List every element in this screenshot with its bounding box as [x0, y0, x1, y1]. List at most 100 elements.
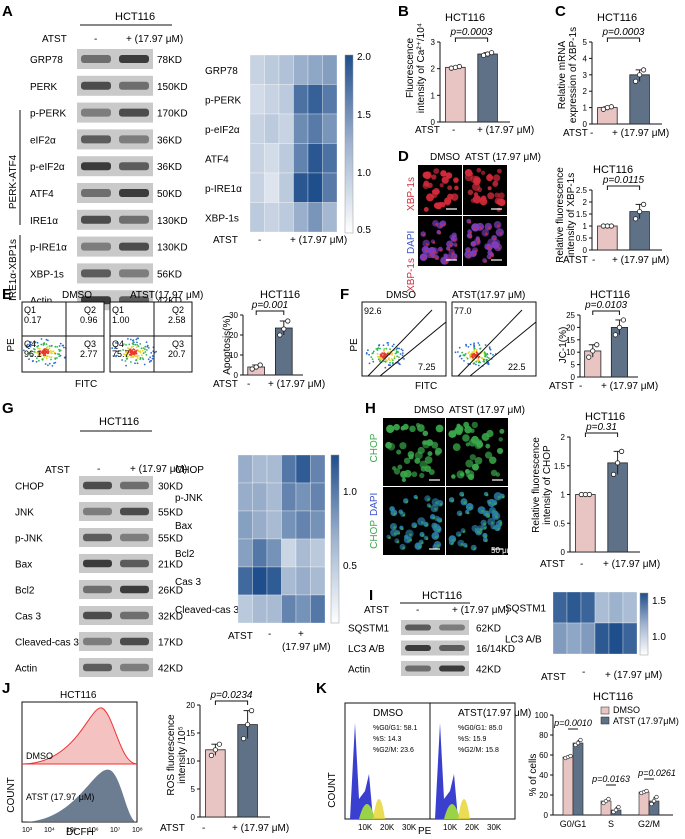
heatmap-cell — [310, 510, 326, 540]
data-point — [636, 209, 643, 215]
blot-band — [119, 108, 149, 117]
cell — [399, 543, 406, 551]
cell — [477, 187, 483, 193]
y-tick-label: 1.5 — [576, 210, 588, 219]
cell-nucleus — [388, 536, 391, 540]
event-dot — [51, 344, 53, 347]
c-title: HCT116 — [597, 12, 637, 24]
quadrant-value: 0.17 — [24, 315, 42, 325]
e-xlabel-flow: FITC — [75, 379, 97, 390]
data-point — [241, 735, 247, 742]
g-colorbar — [330, 454, 340, 624]
j-histogram: DMSO ATST (17.97 μM) 10³ 10⁴ 10⁵ 10⁶ 10⁷ 10⁸ — [21, 701, 143, 834]
cell-nucleus — [497, 495, 501, 499]
e-xaxis-label: ATST — [213, 379, 238, 390]
event-dot — [378, 344, 381, 346]
blot-strip — [79, 606, 153, 625]
y-tick-label: 0 — [544, 811, 549, 820]
event-dot — [130, 346, 133, 349]
event-dot — [134, 343, 137, 346]
event-dot — [393, 357, 396, 359]
event-dot — [45, 357, 48, 360]
cell — [474, 456, 483, 465]
data-point — [568, 753, 573, 759]
blot-band — [83, 559, 112, 568]
cell — [424, 495, 431, 502]
event-dot — [29, 345, 32, 348]
cell — [465, 247, 471, 253]
blot-row-label: Bcl2 — [15, 586, 35, 597]
event-dot — [135, 338, 138, 341]
panel-letter-k: K — [316, 680, 327, 697]
f-xlabel-flow: FITC — [415, 381, 437, 392]
event-dot — [134, 355, 137, 357]
cell — [494, 197, 502, 205]
panel-letter-h: H — [365, 400, 376, 417]
event-dot — [476, 353, 478, 356]
f-col1: DMSO — [386, 290, 416, 301]
cell — [481, 433, 490, 441]
event-dot — [141, 349, 144, 352]
atst-histogram — [22, 769, 137, 822]
data-point — [632, 78, 639, 84]
p-value: p=0.0261 — [637, 768, 676, 778]
event-dot — [142, 347, 145, 349]
heatmap-cell — [249, 84, 265, 115]
heatmap-cell — [266, 566, 282, 596]
heatmap-cell — [237, 510, 253, 540]
cell-nucleus — [437, 544, 440, 547]
panel-letter-i: I — [369, 587, 373, 604]
event-dot — [151, 355, 154, 357]
event-dot — [387, 351, 390, 354]
blot-band — [81, 162, 111, 171]
b-xaxis-label: ATST — [415, 125, 440, 136]
blot-band — [439, 645, 465, 651]
event-dot — [384, 361, 387, 363]
cell — [427, 451, 433, 457]
bar — [562, 756, 574, 816]
event-dot — [397, 351, 400, 353]
blot-row-label: Bax — [15, 560, 32, 571]
cell — [428, 469, 435, 475]
event-dot — [384, 354, 387, 357]
cell-nucleus — [432, 255, 436, 258]
cell-nucleus — [432, 516, 435, 520]
a-group-perk-atf4: PERK-ATF4 — [8, 154, 19, 209]
heatmap-row-label: p-eIF2α — [205, 125, 240, 136]
b-ylabel-1: Fluorescence — [405, 38, 416, 98]
event-dot — [125, 351, 127, 354]
event-dot — [58, 348, 60, 351]
event-dot — [54, 357, 57, 360]
cell-nucleus — [451, 252, 455, 255]
cell-nucleus — [423, 256, 426, 260]
event-dot — [368, 353, 370, 356]
event-dot — [399, 353, 402, 355]
heatmap-cell — [566, 622, 582, 655]
blot-band — [83, 585, 112, 594]
y-tick-label: 0 — [561, 548, 566, 557]
event-dot — [486, 358, 488, 361]
p-value: p=0.0163 — [591, 774, 630, 784]
cell — [467, 474, 473, 480]
event-dot — [390, 358, 393, 360]
heatmap-row-label: LC3 A/B — [505, 635, 542, 646]
event-dot — [43, 356, 46, 358]
event-dot — [142, 352, 145, 354]
cell-nucleus — [469, 506, 472, 510]
event-dot — [51, 365, 54, 367]
y-tick-label: 30 — [229, 311, 238, 320]
e-bar-chart: 0 10 20 30 p=0.001 — [229, 300, 303, 380]
cell — [419, 460, 428, 469]
cell — [431, 532, 440, 540]
event-dot — [461, 351, 464, 354]
heatmap-cell — [594, 622, 610, 655]
cell-nucleus — [405, 500, 409, 504]
y-tick-label: 3 — [431, 38, 436, 47]
i-heat-treat: + (17.97 μM) — [605, 670, 662, 681]
h-row1-label: CHOP — [369, 433, 380, 462]
blot-row-label: p-eIF2α — [30, 162, 65, 173]
blot-row-label: ATF4 — [30, 189, 54, 200]
event-dot — [25, 346, 28, 348]
event-dot — [457, 351, 459, 353]
heatmap-cell — [580, 622, 596, 655]
